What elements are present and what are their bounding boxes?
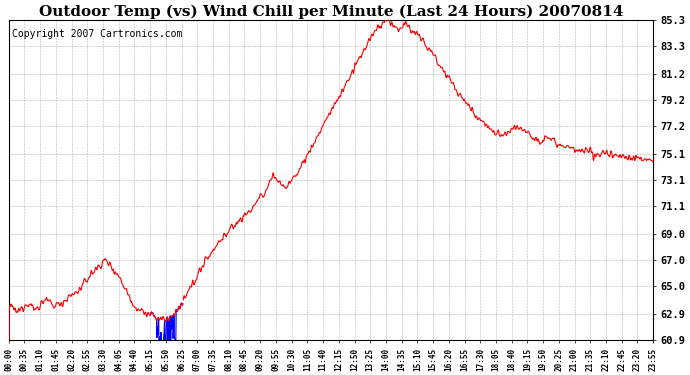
Text: Copyright 2007 Cartronics.com: Copyright 2007 Cartronics.com [12,29,182,39]
Title: Outdoor Temp (vs) Wind Chill per Minute (Last 24 Hours) 20070814: Outdoor Temp (vs) Wind Chill per Minute … [39,4,623,18]
